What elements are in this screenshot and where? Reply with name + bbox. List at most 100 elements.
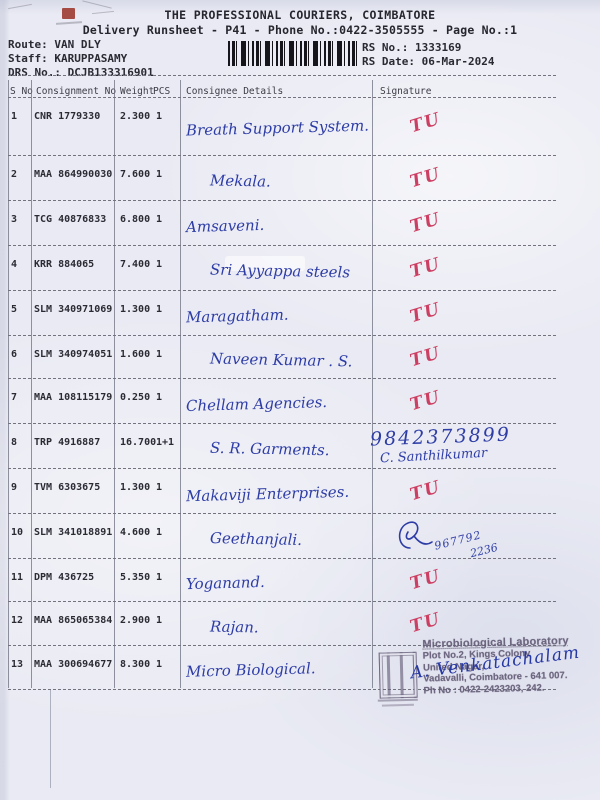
sno-cell: 9 xyxy=(11,482,18,493)
pcs-cell: 1 xyxy=(156,482,163,493)
table-row: 13 MAA 300694677 8.300 1 Micro Biologica… xyxy=(8,645,556,690)
table-row: 9 TVM 6303675 1.300 1 Makaviji Enterpris… xyxy=(8,468,556,514)
weight-cell: 0.250 xyxy=(120,392,151,403)
weight-cell: 6.800 xyxy=(120,214,151,225)
weight-cell: 7.400 xyxy=(120,259,151,270)
table-row: 12 MAA 865065384 2.900 1 Rajan. TU xyxy=(8,601,556,646)
weight-cell: 2.900 xyxy=(120,615,151,626)
signature-mark: TU xyxy=(407,386,444,415)
column-header-consignment: Consignment No xyxy=(36,86,117,97)
table-row: 1 CNR 1779330 2.300 1 Breath Support Sys… xyxy=(8,97,556,156)
consignment-cell: MAA 864990030 xyxy=(34,169,113,180)
weight-cell: 4.600 xyxy=(120,527,151,538)
weight-cell: 5.350 xyxy=(120,572,151,583)
sno-cell: 12 xyxy=(11,615,24,626)
sno-cell: 13 xyxy=(11,659,24,670)
table-row: 7 MAA 108115179 0.250 1 Chellam Agencies… xyxy=(8,378,556,424)
consignment-cell: TVM 6303675 xyxy=(34,482,101,493)
weight-cell: 1.300 xyxy=(120,482,151,493)
table-row: 5 SLM 340971069 1.300 1 Maragatham. TU xyxy=(8,290,556,336)
table-border xyxy=(8,80,9,688)
pcs-cell: 1 xyxy=(156,527,163,538)
consignment-cell: DPM 436725 xyxy=(34,572,95,583)
column-header-signature: Signature xyxy=(380,86,432,97)
red-ink-mark xyxy=(62,8,75,19)
consignee-handwriting: Amsaveni. xyxy=(185,216,265,237)
pcs-cell: 1 xyxy=(156,349,163,360)
correction-patch xyxy=(225,256,305,271)
signature-mark: TU xyxy=(407,253,444,282)
pcs-cell: 1 xyxy=(156,111,163,122)
column-header-weight: Weight xyxy=(120,86,155,97)
column-header-sno: S No xyxy=(10,86,33,97)
pcs-cell: 1 xyxy=(156,259,163,270)
weight-cell: 1.300 xyxy=(120,304,151,315)
weight-cell: 16.700 xyxy=(120,437,157,448)
consignment-cell: SLM 340971069 xyxy=(34,304,113,315)
signature-mark: TU xyxy=(407,298,444,327)
staff-info: Staff: KARUPPASAMY xyxy=(8,52,128,65)
sno-cell: 10 xyxy=(11,527,24,538)
table-row: 3 TCG 40876833 6.800 1 Amsaveni. TU xyxy=(8,200,556,246)
consignee-handwriting: Makaviji Enterprises. xyxy=(185,482,350,506)
consignment-cell: MAA 300694677 xyxy=(34,659,113,670)
runsheet-subtitle: Delivery Runsheet - P41 - Phone No.:0422… xyxy=(82,23,518,37)
consignee-handwriting: Mekala. xyxy=(209,171,271,191)
table-row: 11 DPM 436725 5.350 1 Yoganand. TU xyxy=(8,558,556,602)
pcs-cell: 1 xyxy=(156,304,163,315)
pcs-cell: 1 xyxy=(156,659,163,670)
sno-cell: 5 xyxy=(11,304,18,315)
signature-mark: TU xyxy=(407,208,444,237)
consignee-handwriting: S. R. Garments. xyxy=(209,438,330,460)
paper-fold-line xyxy=(50,690,51,788)
table-row: 6 SLM 340974051 1.600 1 Naveen Kumar . S… xyxy=(8,335,556,379)
consignment-cell: TRP 4916887 xyxy=(34,437,101,448)
consignment-cell: MAA 108115179 xyxy=(34,392,113,403)
sno-cell: 11 xyxy=(11,572,24,583)
scribble-loop-icon xyxy=(398,521,433,549)
table-row: 2 MAA 864990030 7.600 1 Mekala. TU xyxy=(8,155,556,201)
header-separator xyxy=(8,75,556,76)
sno-cell: 7 xyxy=(11,392,18,403)
column-header-consignee: Consignee Details xyxy=(186,86,284,97)
pcs-cell: 1 xyxy=(156,169,163,180)
signature-mark: TU xyxy=(407,476,444,505)
rs-number: RS No.: 1333169 xyxy=(362,41,462,54)
table-row: 10 SLM 341018891 4.600 1 Geethanjali. 96… xyxy=(8,513,556,562)
sno-cell: 8 xyxy=(11,437,18,448)
signature-handwriting: 9842373899 C. Santhilkumar xyxy=(370,424,512,467)
table-border xyxy=(180,80,181,688)
sno-cell: 3 xyxy=(11,214,18,225)
consignee-handwriting: Chellam Agencies. xyxy=(185,393,328,416)
rs-date: RS Date: 06-Mar-2024 xyxy=(362,55,495,68)
consignee-handwriting: Sri Ayyappa steels xyxy=(209,260,351,282)
consignment-cell: TCG 40876833 xyxy=(34,214,107,225)
consignment-cell: CNR 1779330 xyxy=(34,111,101,122)
column-header-pcs: PCS xyxy=(153,86,171,97)
pcs-cell: 1 xyxy=(156,392,163,403)
consignment-cell: SLM 341018891 xyxy=(34,527,113,538)
weight-cell: 7.600 xyxy=(120,169,151,180)
weight-cell: 8.300 xyxy=(120,659,151,670)
consignee-handwriting: Micro Biological. xyxy=(185,659,316,682)
signature-mark: TU xyxy=(407,343,444,372)
table-border xyxy=(31,80,32,688)
consignee-handwriting: Yoganand. xyxy=(185,573,266,594)
company-title: THE PROFESSIONAL COURIERS, COIMBATORE xyxy=(164,8,436,22)
sno-cell: 6 xyxy=(11,349,18,360)
consignment-cell: SLM 340974051 xyxy=(34,349,113,360)
route-info: Route: VAN DLY xyxy=(8,38,101,51)
consignee-handwriting: Maragatham. xyxy=(185,305,289,327)
sno-cell: 1 xyxy=(11,111,18,122)
table-border xyxy=(114,80,115,688)
pcs-cell: 1 xyxy=(156,615,163,626)
consignee-handwriting: Rajan. xyxy=(209,617,259,637)
signature-scribble: 967792 2236 xyxy=(396,518,499,562)
consignment-cell: MAA 865065384 xyxy=(34,615,113,626)
table-row: 8 TRP 4916887 16.700 1+1 S. R. Garments.… xyxy=(8,423,556,469)
consignment-cell: KRR 884065 xyxy=(34,259,95,270)
signature-mark: TU xyxy=(407,566,444,595)
signature-mark: TU xyxy=(407,609,444,638)
sno-cell: 2 xyxy=(11,169,18,180)
